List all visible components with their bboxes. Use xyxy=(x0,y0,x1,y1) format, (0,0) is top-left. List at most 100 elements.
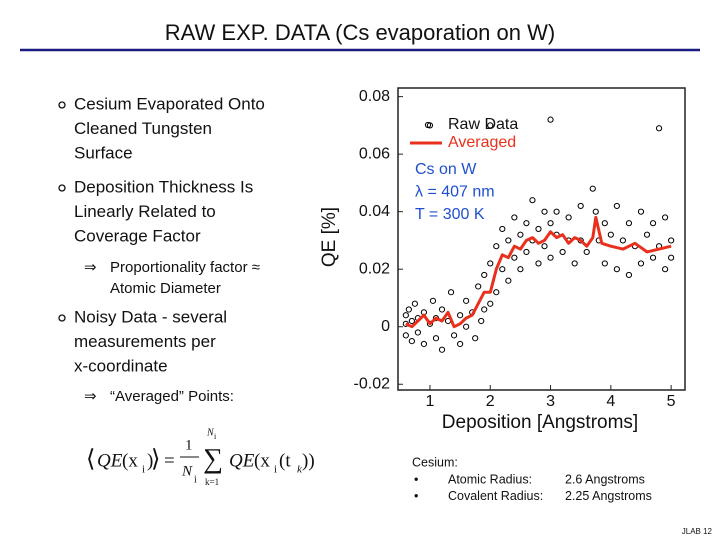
y-tick-label: 0.02 xyxy=(359,260,390,277)
raw-point xyxy=(402,332,409,339)
plot-frame xyxy=(397,87,686,391)
raw-point xyxy=(517,231,524,238)
raw-point xyxy=(589,185,596,192)
raw-point xyxy=(505,237,512,244)
raw-point xyxy=(487,260,494,267)
sub-text: “Averaged” Points: xyxy=(110,388,234,405)
notes-cell: 2.25 Angstroms xyxy=(565,489,652,503)
x-axis-label: Deposition [Angstroms] xyxy=(442,412,638,433)
raw-point xyxy=(592,208,599,215)
raw-point xyxy=(607,231,614,238)
raw-point xyxy=(649,220,657,227)
notes-cell: • xyxy=(414,472,418,486)
raw-point xyxy=(478,317,485,325)
sub-text: Proportionality factor ≈ xyxy=(110,259,260,276)
formula-token: (x xyxy=(254,450,270,471)
x-tick-label: 3 xyxy=(546,393,555,410)
raw-point xyxy=(565,214,572,221)
raw-point xyxy=(429,297,437,304)
raw-point xyxy=(405,306,412,313)
raw-point xyxy=(432,335,440,342)
raw-point xyxy=(493,289,500,296)
formula-token: )) xyxy=(302,450,315,471)
raw-point xyxy=(541,243,548,250)
legend-label: Raw Data xyxy=(448,116,518,133)
raw-point xyxy=(649,254,657,261)
sub-arrow: ⇒ xyxy=(84,388,97,405)
raw-point xyxy=(517,266,524,273)
raw-point xyxy=(408,338,415,345)
notes-heading: Cesium: xyxy=(412,455,458,469)
raw-point xyxy=(505,277,512,284)
formula-token: = xyxy=(164,450,175,471)
raw-point xyxy=(535,225,542,233)
formula-token: i xyxy=(194,474,197,485)
raw-point xyxy=(408,317,415,325)
raw-point xyxy=(601,260,608,267)
raw-point xyxy=(625,271,633,279)
formula-token: ⟨ xyxy=(86,447,95,473)
y-tick-label: 0.06 xyxy=(359,145,390,162)
raw-point xyxy=(662,266,669,273)
formula-token: ⟩ xyxy=(151,447,160,473)
raw-point xyxy=(625,220,633,227)
raw-point xyxy=(668,237,675,244)
raw-point xyxy=(414,329,421,336)
formula-token: i xyxy=(142,464,145,476)
raw-point xyxy=(637,208,645,215)
bullet-dot xyxy=(58,184,66,192)
formula-token: i xyxy=(274,464,277,476)
sub-text: Atomic Diameter xyxy=(110,280,221,297)
annotation: λ = 407 nm xyxy=(415,184,495,201)
raw-point xyxy=(541,208,548,215)
raw-point xyxy=(523,248,530,256)
raw-point xyxy=(655,125,663,132)
raw-point xyxy=(457,340,464,348)
raw-point xyxy=(662,214,669,221)
y-tick-label: -0.02 xyxy=(354,375,391,392)
raw-point xyxy=(447,289,455,296)
raw-point xyxy=(547,220,554,227)
formula-token: ) xyxy=(147,450,153,471)
bullet-text: measurements per xyxy=(74,332,216,351)
annotation: T = 300 K xyxy=(415,206,485,223)
raw-point xyxy=(472,335,479,342)
formula-token: i xyxy=(214,432,217,441)
bullet-text: Surface xyxy=(74,143,133,162)
legend-marker xyxy=(424,121,432,129)
bullet-text: Linearly Related to xyxy=(74,202,216,221)
formula-token: N xyxy=(206,427,215,438)
raw-point xyxy=(613,202,620,210)
bullet-dot xyxy=(58,314,66,322)
bullet-text: Deposition Thickness Is xyxy=(74,177,253,196)
raw-point xyxy=(668,254,675,261)
raw-point xyxy=(457,312,464,319)
raw-point xyxy=(481,306,488,313)
x-tick-label: 4 xyxy=(606,393,615,410)
raw-point xyxy=(601,220,608,227)
y-tick-label: 0.08 xyxy=(359,88,390,105)
raw-point xyxy=(481,271,488,279)
bullet-dot xyxy=(58,101,66,109)
averaged-line xyxy=(405,215,672,329)
notes-cell: 2.6 Angstroms xyxy=(565,472,645,486)
formula-token: k xyxy=(297,464,303,476)
raw-point xyxy=(475,283,482,290)
bullet-text: Coverage Factor xyxy=(74,226,201,245)
footer: JLAB 12 xyxy=(682,527,713,536)
formula-token: k=1 xyxy=(205,477,219,487)
raw-point xyxy=(493,243,500,250)
y-axis-label: QE [%] xyxy=(319,207,340,267)
raw-point xyxy=(613,266,620,273)
legend-label: Averaged xyxy=(448,134,516,151)
x-tick-label: 1 xyxy=(426,393,435,410)
raw-point xyxy=(411,300,418,307)
raw-point xyxy=(487,122,494,129)
raw-point xyxy=(547,116,554,123)
raw-point xyxy=(499,225,506,233)
raw-point xyxy=(529,197,536,204)
annotation: Cs on W xyxy=(415,161,477,178)
formula-token: N xyxy=(181,463,193,479)
